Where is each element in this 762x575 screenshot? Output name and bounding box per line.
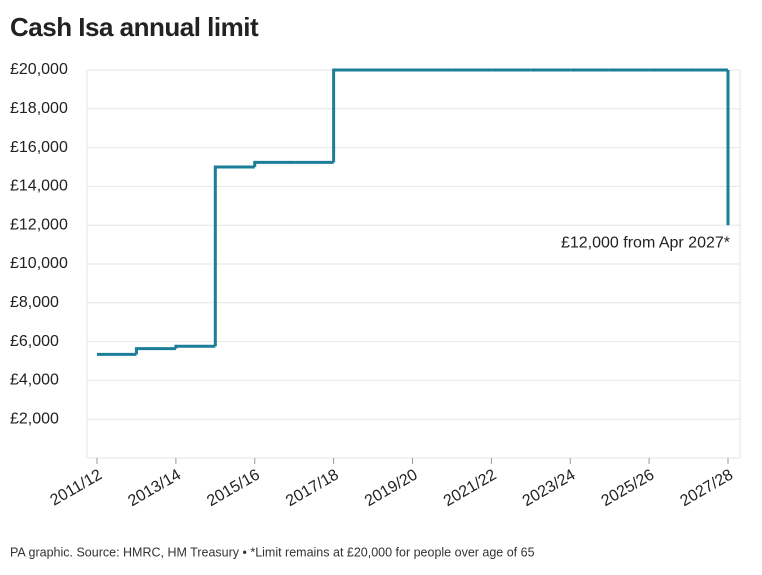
y-tick-label: £4,000: [10, 372, 59, 389]
x-tick-label: 2027/28: [678, 466, 737, 510]
step-segment: [332, 68, 374, 163]
y-tick-label: £18,000: [10, 100, 68, 117]
x-tick-label: 2011/12: [48, 466, 106, 509]
y-tick-label: £6,000: [10, 333, 59, 350]
x-tick-label: 2013/14: [125, 466, 184, 510]
x-tick-label: 2023/24: [520, 466, 579, 510]
y-tick-label: £2,000: [10, 410, 59, 427]
x-tick-label: 2015/16: [204, 466, 263, 510]
step-segment: [253, 160, 295, 167]
y-tick-label: £12,000: [10, 216, 68, 233]
annotation: £12,000 from Apr 2027*: [561, 234, 730, 251]
step-segment: [134, 347, 176, 355]
y-tick-label: £16,000: [10, 139, 68, 156]
step-segment: [213, 165, 255, 347]
x-tick-label: 2021/22: [441, 466, 500, 510]
footer: PA graphic. Source: HMRC, HM Treasury • …: [10, 545, 535, 559]
step-segment: [174, 344, 216, 349]
x-tick-label: 2019/20: [362, 466, 421, 510]
y-tick-label: £8,000: [10, 294, 59, 311]
x-tick-label: 2025/26: [599, 466, 658, 510]
chart-title: Cash Isa annual limit: [10, 12, 259, 42]
y-tick-label: £14,000: [10, 178, 68, 195]
y-tick-label: £20,000: [10, 61, 68, 78]
y-tick-label: £10,000: [10, 255, 68, 272]
x-tick-label: 2017/18: [283, 466, 342, 510]
